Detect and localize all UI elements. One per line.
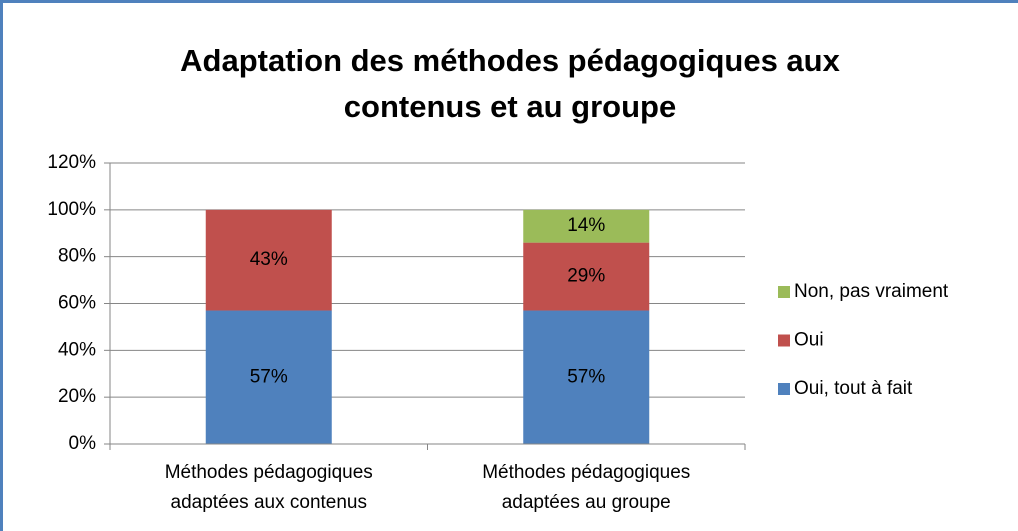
legend-label: Non, pas vraiment — [794, 281, 949, 302]
data-label: 57% — [567, 366, 605, 387]
legend-label: Oui — [794, 330, 824, 351]
legend-label: Oui, tout à fait — [794, 378, 913, 399]
chart-title: Adaptation des méthodes pédagogiques aux… — [180, 43, 840, 124]
y-tick-label: 20% — [58, 386, 96, 407]
bar-segment — [523, 310, 650, 444]
bar-segment — [523, 242, 650, 311]
y-tick-label: 40% — [58, 339, 96, 360]
data-label: 43% — [250, 249, 288, 270]
legend-swatch — [778, 383, 790, 395]
y-tick-label: 0% — [69, 433, 97, 454]
bar-segment — [523, 209, 650, 243]
y-tick-label: 100% — [47, 199, 96, 220]
y-tick-label: 80% — [58, 246, 96, 267]
legend-swatch — [778, 286, 790, 298]
bar-segment — [205, 310, 332, 444]
y-tick-label: 60% — [58, 293, 96, 314]
y-tick-label: 120% — [47, 152, 96, 173]
data-label: 14% — [567, 215, 605, 236]
bar-segment — [205, 209, 332, 311]
data-label: 29% — [567, 266, 605, 287]
x-tick-label: Méthodes pédagogiques adaptées au groupe — [482, 462, 691, 513]
data-label: 57% — [250, 366, 288, 387]
x-tick-label: Méthodes pédagogiques adaptées aux conte… — [164, 462, 373, 513]
legend-swatch — [778, 334, 790, 347]
